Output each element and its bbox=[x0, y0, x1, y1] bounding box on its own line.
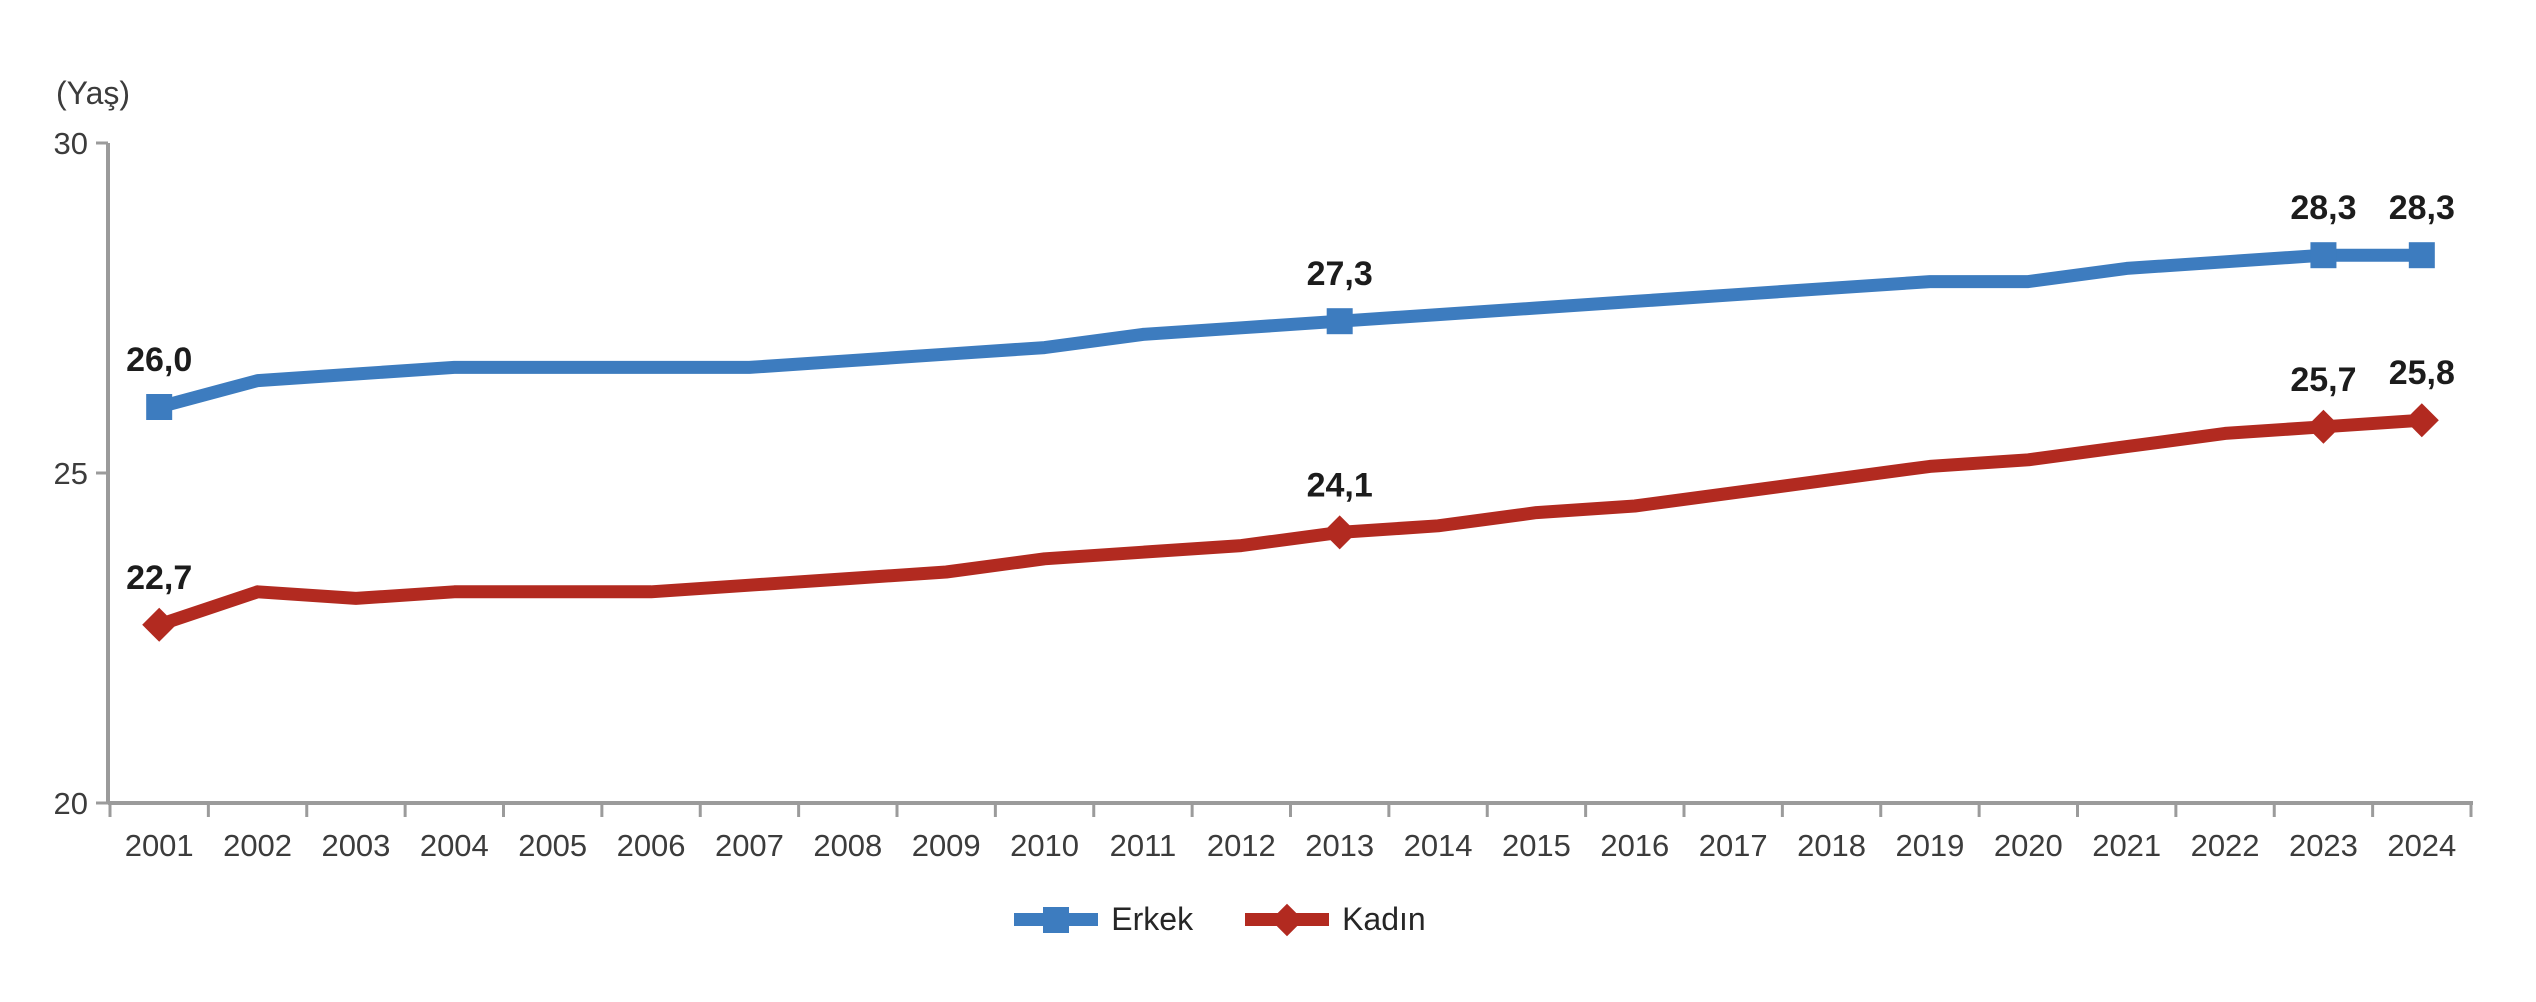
legend-item-kadin: Kadın bbox=[1245, 901, 1426, 938]
marker-erkek-2024 bbox=[2408, 242, 2435, 269]
y-axis-tick-label: 20 bbox=[54, 786, 88, 821]
marker-erkek-2013 bbox=[1326, 308, 1353, 335]
x-axis-tick-label: 2010 bbox=[1010, 828, 1079, 863]
x-axis-tick-label: 2007 bbox=[715, 828, 784, 863]
point-label-kadin-2013: 24,1 bbox=[1307, 466, 1373, 504]
series-line-kadin bbox=[152, 413, 2429, 632]
x-axis-tick-label: 2006 bbox=[617, 828, 686, 863]
x-axis-tick-label: 2016 bbox=[1600, 828, 1669, 863]
y-axis-tick-label: 30 bbox=[54, 126, 88, 161]
marker-kadin-2024 bbox=[2404, 403, 2439, 438]
point-label-kadin-2023: 25,7 bbox=[2290, 361, 2356, 399]
x-axis-tick-label: 2011 bbox=[1110, 828, 1177, 863]
x-axis-tick-label: 2019 bbox=[1895, 828, 1964, 863]
legend-swatch-erkek bbox=[1014, 906, 1099, 933]
point-label-erkek-2024: 28,3 bbox=[2389, 189, 2455, 227]
x-axis-tick-label: 2022 bbox=[2191, 828, 2260, 863]
x-axis-tick-label: 2004 bbox=[420, 828, 489, 863]
marker-erkek-2001 bbox=[146, 394, 173, 420]
diamond-marker-icon bbox=[1270, 903, 1304, 936]
x-axis-tick-label: 2012 bbox=[1207, 828, 1276, 863]
legend-label-kadin: Kadın bbox=[1342, 901, 1426, 937]
x-axis-tick-label: 2018 bbox=[1797, 828, 1866, 863]
x-axis-tick-label: 2002 bbox=[223, 828, 292, 863]
marker-kadin-2023 bbox=[2306, 409, 2341, 444]
legend: Erkek Kadın bbox=[0, 901, 2536, 938]
x-axis-tick-label: 2024 bbox=[2387, 828, 2456, 863]
point-label-kadin-2024: 25,8 bbox=[2389, 354, 2455, 392]
legend-swatch-kadin bbox=[1245, 903, 1330, 936]
marker-kadin-2001 bbox=[142, 607, 177, 642]
x-axis-tick-label: 2021 bbox=[2092, 828, 2161, 863]
x-axis-tick-label: 2015 bbox=[1502, 828, 1571, 863]
y-axis-tick-label: 25 bbox=[54, 456, 88, 491]
square-marker-icon bbox=[1043, 906, 1070, 933]
point-label-erkek-2023: 28,3 bbox=[2290, 189, 2356, 227]
x-axis-tick-label: 2009 bbox=[912, 828, 981, 863]
x-axis-tick-label: 2020 bbox=[1994, 828, 2063, 863]
legend-label-erkek: Erkek bbox=[1111, 901, 1194, 937]
marker-kadin-2013 bbox=[1322, 515, 1357, 550]
x-axis-tick-label: 2017 bbox=[1699, 828, 1768, 863]
legend-item-erkek: Erkek bbox=[1014, 901, 1193, 938]
series-line-erkek bbox=[152, 248, 2429, 414]
x-axis-tick-label: 2013 bbox=[1305, 828, 1374, 863]
marker-erkek-2023 bbox=[2310, 242, 2337, 269]
y-axis-title: (Yaş) bbox=[56, 75, 130, 111]
x-axis-tick-label: 2008 bbox=[813, 828, 882, 863]
x-axis-tick-label: 2005 bbox=[518, 828, 587, 863]
point-label-kadin-2001: 22,7 bbox=[126, 559, 192, 597]
x-axis-tick-label: 2014 bbox=[1404, 828, 1473, 863]
point-label-erkek-2013: 27,3 bbox=[1307, 255, 1373, 293]
x-axis-tick-label: 2023 bbox=[2289, 828, 2358, 863]
x-axis-tick-label: 2001 bbox=[125, 828, 194, 863]
point-label-erkek-2001: 26,0 bbox=[126, 341, 192, 379]
x-axis-tick-label: 2003 bbox=[321, 828, 390, 863]
